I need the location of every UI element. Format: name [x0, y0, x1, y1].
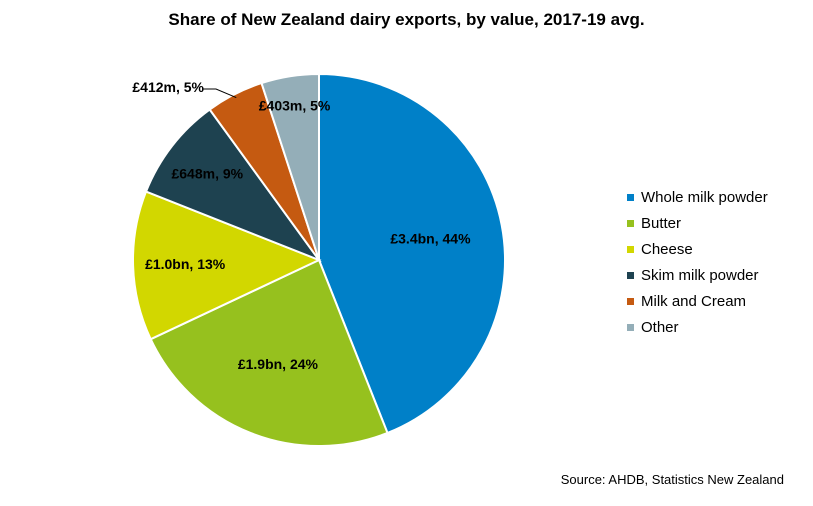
legend-label: Milk and Cream [641, 292, 747, 310]
legend-swatch [627, 323, 634, 331]
legend-item-milk-and-cream: Milk and Cream [627, 288, 768, 314]
legend-label: Cheese [641, 240, 693, 258]
legend-label: Skim milk powder [641, 266, 759, 284]
data-label-skim-milk-powder: £648m, 9% [171, 165, 243, 181]
legend-label: Butter [641, 214, 682, 232]
data-label-other: £403m, 5% [259, 98, 331, 114]
leader-line [202, 88, 237, 99]
data-label-butter: £1.9bn, 24% [238, 356, 319, 372]
legend-label: Other [641, 318, 679, 336]
legend-item-other: Other [627, 314, 768, 340]
legend-swatch [627, 271, 634, 279]
pie-slice-other [260, 72, 320, 261]
pie-slice-skim-milk-powder [144, 108, 322, 263]
legend: Whole milk powder Butter Cheese Skim milk p… [627, 184, 768, 340]
legend-swatch [627, 193, 634, 201]
legend-item-cheese: Cheese [627, 236, 768, 262]
legend-swatch [627, 297, 634, 305]
pie-slice-whole-milk-powder [318, 72, 506, 435]
legend-swatch [627, 245, 634, 253]
chart-title: Share of New Zealand dairy exports, by v… [168, 10, 645, 29]
legend-label: Whole milk powder [641, 188, 768, 206]
legend-item-whole-milk-powder: Whole milk powder [627, 184, 768, 210]
data-label-milk-and-cream: £412m, 5% [132, 79, 204, 95]
pie-slice-butter [149, 258, 389, 447]
legend-item-skim-milk-powder: Skim milk powder [627, 262, 768, 288]
legend-item-butter: Butter [627, 210, 768, 236]
source-note: Source: AHDB, Statistics New Zealand [560, 472, 784, 487]
pie-slice-cheese [132, 190, 322, 341]
legend-swatch [627, 219, 634, 227]
data-label-cheese: £1.0bn, 13% [145, 256, 226, 272]
data-label-whole-milk-powder: £3.4bn, 44% [390, 231, 471, 247]
